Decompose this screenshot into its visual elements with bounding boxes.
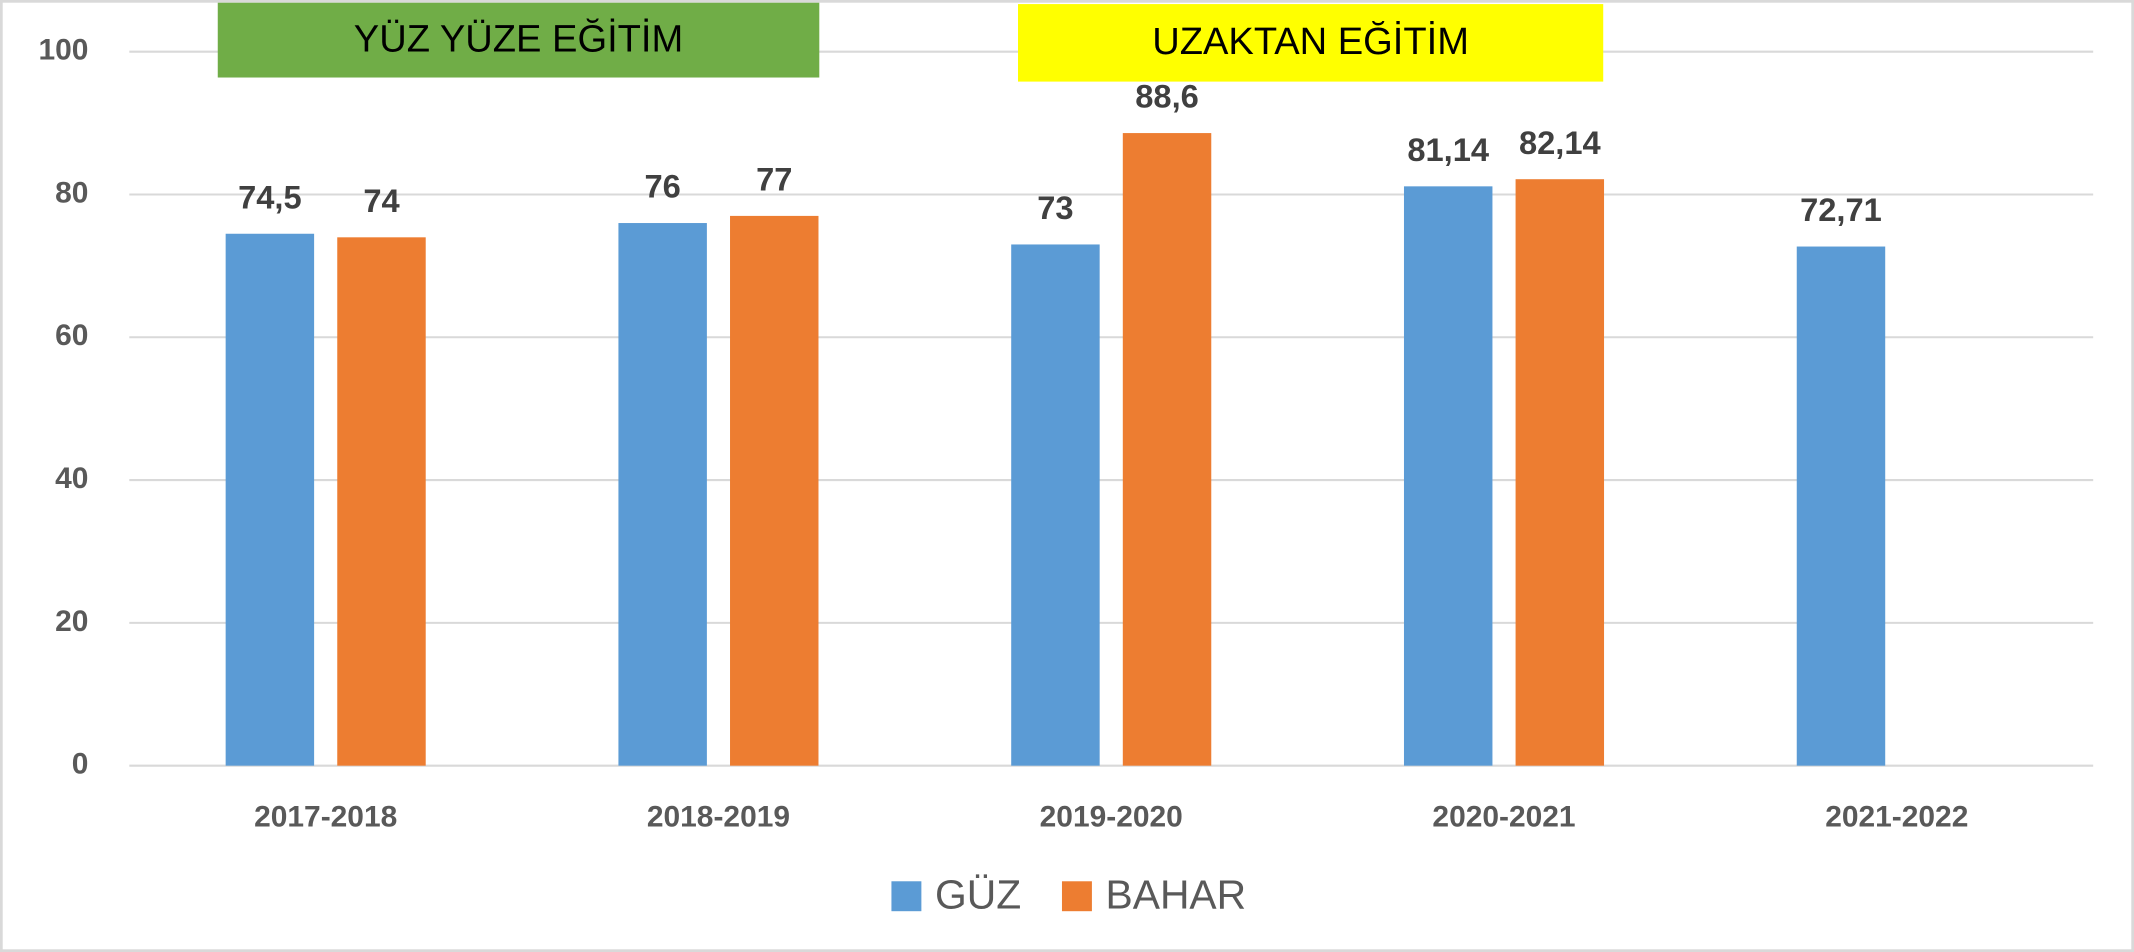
y-tick-label: 20 xyxy=(55,605,88,638)
x-tick-label: 2020-2021 xyxy=(1432,801,1575,834)
legend-swatch xyxy=(1061,881,1092,912)
data-label: 73 xyxy=(1037,189,1073,226)
y-tick-label: 100 xyxy=(39,34,89,67)
data-label: 72,71 xyxy=(1800,191,1882,228)
legend-swatch xyxy=(891,881,922,912)
bar xyxy=(1403,186,1493,766)
y-tick-label: 40 xyxy=(55,462,88,495)
y-tick-label: 80 xyxy=(55,176,88,209)
data-label: 76 xyxy=(644,168,680,205)
bar xyxy=(730,215,819,766)
bar xyxy=(1122,133,1212,766)
bar xyxy=(1011,244,1100,766)
legend-label: BAHAR xyxy=(1106,871,1247,917)
annotation-text: YÜZ YÜZE EĞİTİM xyxy=(354,17,683,61)
data-label: 88,6 xyxy=(1135,78,1199,115)
bar xyxy=(1796,246,1886,766)
x-tick-label: 2017-2018 xyxy=(254,801,397,834)
x-tick-label: 2021-2022 xyxy=(1825,801,1968,834)
x-tick-label: 2019-2020 xyxy=(1040,801,1183,834)
annotation-text: UZAKTAN EĞİTİM xyxy=(1152,19,1469,63)
data-label: 82,14 xyxy=(1519,124,1601,161)
bar xyxy=(225,233,315,766)
data-label: 77 xyxy=(756,161,792,198)
y-tick-label: 60 xyxy=(55,319,88,352)
y-tick-label: 0 xyxy=(72,748,89,781)
bar xyxy=(618,223,707,766)
bar xyxy=(1515,179,1605,766)
annotation-box xyxy=(217,2,820,78)
data-label: 74,5 xyxy=(238,178,302,215)
x-tick-label: 2018-2019 xyxy=(647,801,790,834)
bar xyxy=(337,237,426,766)
legend-label: GÜZ xyxy=(935,871,1021,917)
data-label: 74 xyxy=(363,182,399,219)
data-label: 81,14 xyxy=(1407,131,1489,168)
annotation-box xyxy=(1018,4,1604,82)
